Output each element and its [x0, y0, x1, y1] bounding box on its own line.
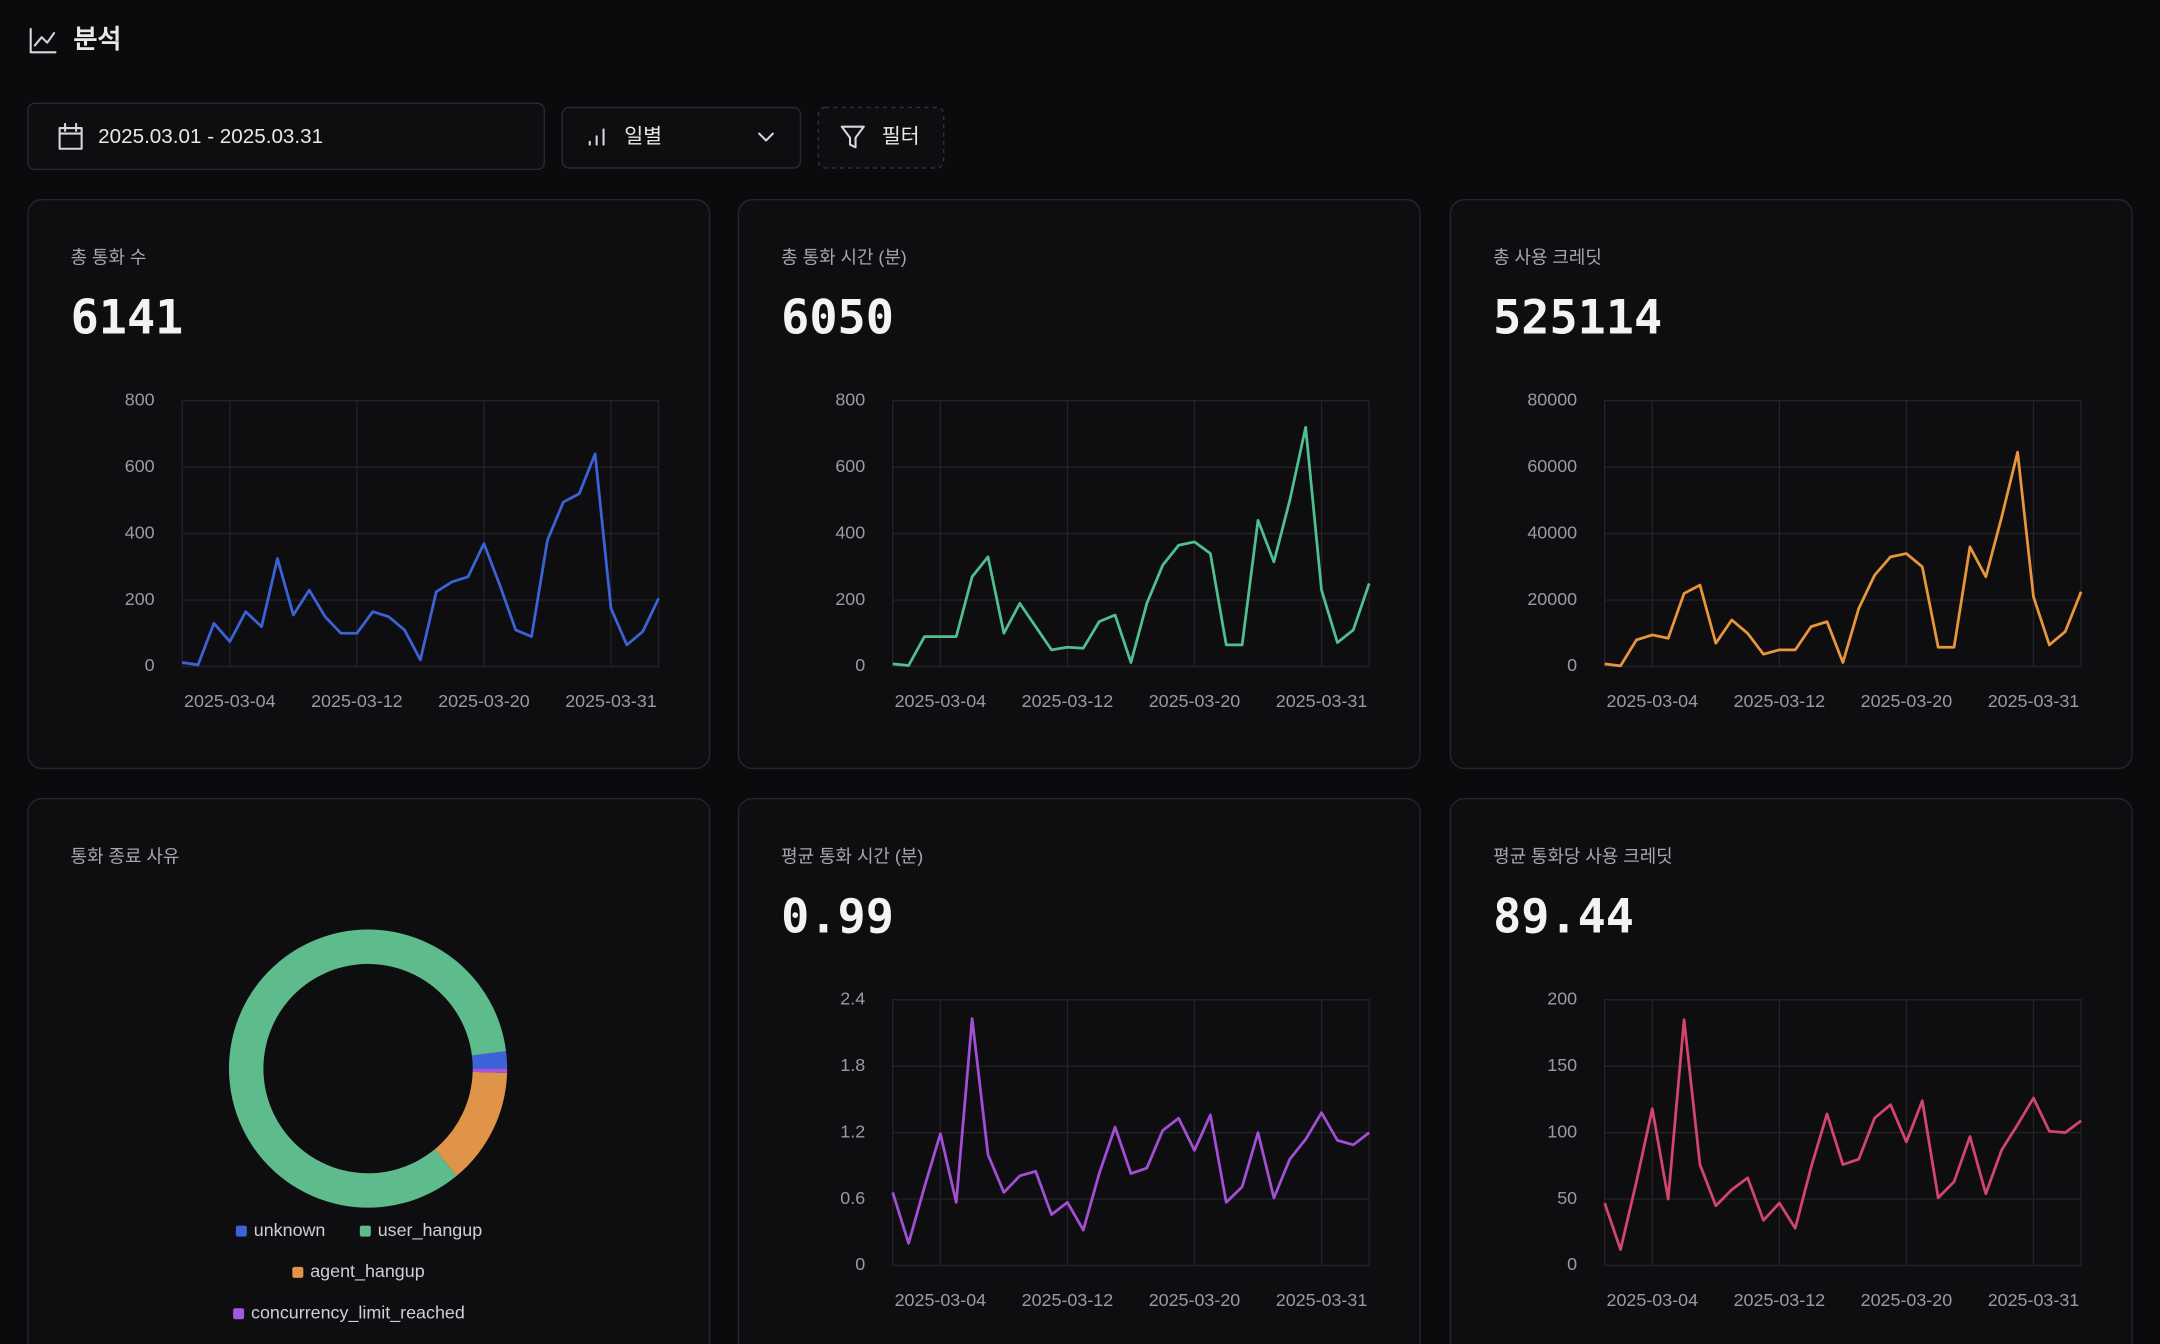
interval-box[interactable]: [561, 106, 802, 169]
x-tick-label: 2025-03-31: [1276, 1290, 1368, 1310]
y-tick-label: 200: [835, 589, 865, 609]
x-tick-label: 2025-03-20: [1149, 691, 1241, 711]
x-tick-label: 2025-03-12: [1022, 1290, 1114, 1310]
bars-icon: [588, 128, 605, 146]
line-series: [1604, 450, 2083, 668]
y-tick-label: 0: [1567, 1254, 1577, 1274]
card-title: 평균 통화 시간 (분): [781, 847, 923, 867]
x-tick-label: 2025-03-20: [1861, 691, 1953, 711]
date-range-text: 2025.03.01 - 2025.03.31: [98, 125, 323, 148]
card-title: 통화 종료 사유: [71, 847, 180, 867]
legend-swatch: [292, 1266, 304, 1278]
y-tick-label: 0: [145, 655, 155, 675]
donut-slice: [471, 1051, 508, 1069]
y-tick-label: 50: [1557, 1188, 1577, 1208]
metric-value: 6050: [781, 291, 894, 345]
card-title: 총 사용 크레딧: [1493, 248, 1602, 268]
line-series: [1603, 1018, 2082, 1251]
y-tick-label: 0: [855, 655, 865, 675]
card: [27, 198, 711, 770]
x-tick-label: 2025-03-31: [1988, 691, 2080, 711]
y-tick-label: 20000: [1527, 589, 1577, 609]
y-tick-label: 400: [835, 522, 865, 542]
chevron-icon: [758, 132, 774, 142]
x-tick-label: 2025-03-20: [1149, 1290, 1241, 1310]
legend-swatch: [235, 1225, 247, 1237]
metric-value: 0.99: [781, 890, 894, 944]
line-series: [891, 1017, 1371, 1245]
y-tick-label: 600: [835, 456, 865, 476]
x-tick-label: 2025-03-20: [1861, 1290, 1953, 1310]
y-tick-label: 2.4: [840, 988, 865, 1008]
legend-label: unknown: [254, 1220, 326, 1240]
y-tick-label: 1.8: [840, 1055, 865, 1075]
y-tick-label: 0: [855, 1254, 865, 1274]
y-tick-label: 100: [1547, 1121, 1577, 1141]
metric-value: 6141: [71, 291, 184, 345]
y-tick-label: 60000: [1527, 456, 1577, 476]
y-tick-label: 200: [1547, 988, 1577, 1008]
page-title: 분석: [73, 24, 121, 54]
interval-text: 일별: [624, 125, 662, 148]
x-tick-label: 2025-03-12: [311, 691, 403, 711]
x-tick-label: 2025-03-04: [184, 691, 276, 711]
legend-swatch: [233, 1308, 245, 1320]
x-tick-label: 2025-03-31: [1988, 1290, 2080, 1310]
y-tick-label: 0.6: [840, 1188, 865, 1208]
filter-box[interactable]: [817, 106, 945, 169]
legend-label: user_hangup: [378, 1220, 483, 1241]
date-range-picker[interactable]: 2025.03.01 - 2025.03.31: [27, 102, 546, 171]
legend-label: concurrency_limit_reached: [251, 1302, 465, 1323]
x-tick-label: 2025-03-12: [1734, 691, 1826, 711]
card-title: 총 통화 수: [71, 248, 147, 268]
legend-swatch: [359, 1225, 371, 1237]
card: [1449, 798, 2133, 1344]
funnel-icon: [840, 125, 865, 149]
y-tick-label: 800: [835, 389, 865, 409]
card: [737, 198, 1421, 770]
card: [737, 798, 1421, 1344]
interval-select[interactable]: 일별: [561, 106, 802, 169]
card-title: 총 통화 시간 (분): [781, 248, 907, 268]
line-series: [181, 452, 660, 667]
x-tick-label: 2025-03-12: [1734, 1290, 1826, 1310]
y-tick-label: 150: [1547, 1055, 1577, 1075]
line-series: [892, 425, 1371, 667]
y-tick-label: 600: [125, 456, 155, 476]
filter-text: 필터: [882, 125, 920, 148]
x-tick-label: 2025-03-04: [895, 1290, 987, 1310]
metric-value: 525114: [1493, 291, 1662, 345]
y-tick-label: 40000: [1527, 522, 1577, 542]
metric-value: 89.44: [1493, 890, 1634, 944]
header-icon: [29, 27, 57, 54]
x-tick-label: 2025-03-04: [1607, 1290, 1699, 1310]
x-tick-label: 2025-03-04: [895, 691, 987, 711]
x-tick-label: 2025-03-20: [438, 691, 530, 711]
y-tick-label: 800: [125, 389, 155, 409]
card-title: 평균 통화당 사용 크레딧: [1493, 847, 1673, 867]
calendar-icon: [58, 122, 83, 150]
card: [27, 798, 711, 1344]
legend-label: agent_hangup: [310, 1261, 424, 1282]
filter-button[interactable]: 필터: [817, 106, 945, 169]
y-tick-label: 1.2: [840, 1121, 865, 1141]
x-tick-label: 2025-03-04: [1607, 691, 1699, 711]
y-tick-label: 80000: [1527, 389, 1577, 409]
y-tick-label: 400: [125, 522, 155, 542]
card: [1449, 198, 2133, 770]
y-tick-label: 0: [1567, 655, 1577, 675]
y-tick-label: 200: [125, 589, 155, 609]
donut-slice: [472, 1068, 508, 1073]
donut-slice: [434, 1071, 508, 1176]
x-tick-label: 2025-03-31: [565, 691, 657, 711]
x-tick-label: 2025-03-12: [1022, 691, 1114, 711]
date-range-box[interactable]: [27, 102, 546, 171]
x-tick-label: 2025-03-31: [1276, 691, 1368, 711]
